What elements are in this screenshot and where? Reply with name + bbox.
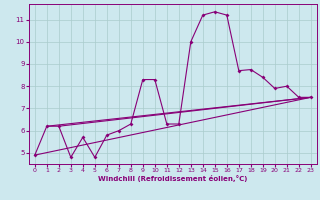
X-axis label: Windchill (Refroidissement éolien,°C): Windchill (Refroidissement éolien,°C) — [98, 175, 247, 182]
